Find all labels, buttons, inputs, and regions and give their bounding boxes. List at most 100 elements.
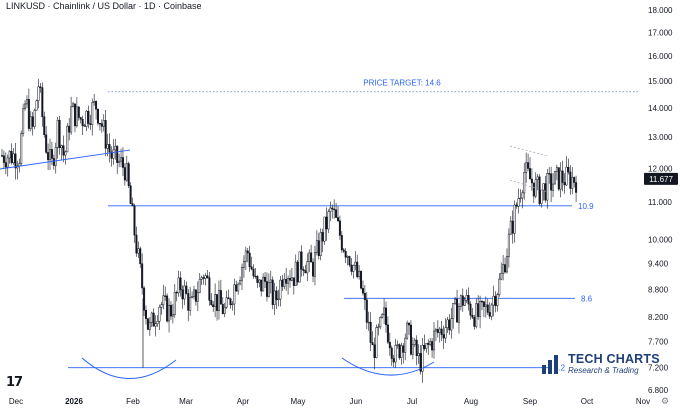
candle-body [521,192,524,199]
candle-body [104,120,107,149]
candle-body [191,296,194,298]
candle-body [227,297,230,300]
candle-body [120,157,123,162]
axis-layer: 18.000 17.000 16.000 15.000 14.000 13.000 12.0… [9,6,678,406]
candle-body [248,252,251,268]
candle-body [154,323,157,327]
candle-body [64,151,67,156]
candle-body [379,317,382,328]
candle-body [333,208,336,211]
candle-body [392,358,395,363]
candle-body [152,312,155,327]
candle-body [258,279,261,283]
candle-body [18,163,21,167]
candle-body [102,120,105,127]
candle-body [354,261,357,266]
candle-body [179,277,182,291]
candle-body [479,301,482,317]
candle-body [196,292,199,302]
candle-body [60,145,63,149]
candle-body [423,345,426,349]
candle-body [223,306,226,314]
candle-body [338,220,341,236]
candle-body [406,322,409,339]
candle-body [85,110,88,127]
candle-body [267,282,270,297]
y-tick-label: 6.800 [648,386,669,395]
candle-body [469,303,472,316]
candle-body [300,251,303,270]
candle-body [329,207,332,212]
candle-body [312,261,315,277]
tech-charts-brand: TECH CHARTS Research & Trading [540,352,660,378]
candle-body [208,277,211,301]
candle-body [135,234,138,254]
candle-body [446,319,449,328]
candle-body [91,102,94,125]
candle-body [519,197,522,200]
candle-body [563,182,566,186]
candle-body [146,318,149,330]
tradingview-logo[interactable]: 17 [6,375,23,390]
candle-body [35,100,38,111]
candle-body [532,182,535,197]
candle-body [39,86,42,88]
candle-body [194,289,197,302]
candle-body [62,145,65,156]
candle-body [173,292,176,315]
candle-body [304,270,307,274]
candle-body [216,294,219,311]
y-tick-label: 17.000 [648,28,673,37]
candle-body [325,216,328,230]
candle-body [306,261,309,274]
x-tick-label: Aug [464,397,478,406]
gear-icon[interactable]: ⚙ [661,396,670,406]
candle-body [283,278,286,287]
candle-body [442,334,445,339]
candle-body [123,167,126,181]
candle-body [241,267,243,281]
candle-body [452,302,455,319]
candle-body [37,86,40,101]
candle-body [337,217,339,222]
neckline-diagonal [0,149,131,170]
candle-body [108,144,111,153]
candle-body [421,345,424,372]
candle-body [546,173,549,201]
candle-body [413,339,416,345]
candle-body [1,155,3,157]
candle-body [517,198,520,207]
candle-body [148,322,151,330]
y-tick-label: 13.000 [648,133,673,142]
candle-body [496,294,499,307]
candle-body [290,277,293,281]
x-tick-label: Dec [9,397,23,406]
candle-body [2,155,5,163]
candle-body [473,317,476,327]
candle-body [335,209,338,218]
candle-body [427,342,430,345]
candle-body [164,295,167,297]
candle-body [77,106,80,118]
x-tick-label: Nov [636,397,650,406]
candle-body [279,279,282,300]
candle-body [463,299,466,306]
candle-body [106,144,109,149]
candle-body [221,303,224,314]
candle-body [294,261,297,286]
candle-body [396,344,399,346]
annotations-layer [0,145,549,379]
candle-body [116,145,119,163]
candle-body [494,295,497,307]
candle-body [361,287,364,294]
candle-body [265,281,268,297]
candle-body [169,304,172,317]
candle-body [158,307,161,322]
candle-body [260,279,263,292]
candle-body [4,162,7,168]
candle-body [231,303,234,306]
candle-body [527,162,530,169]
candle-body [160,304,163,308]
candle-body [49,149,51,161]
